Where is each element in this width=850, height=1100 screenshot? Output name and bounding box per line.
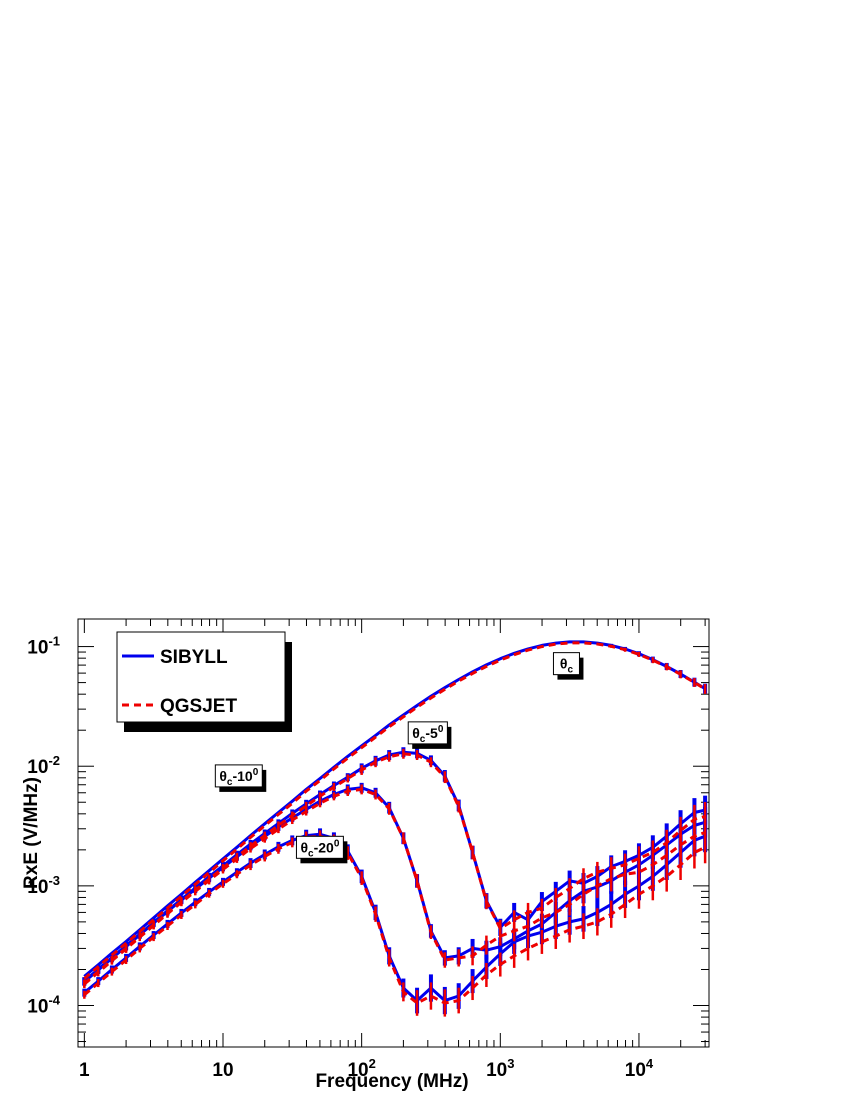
curve-label: θc [552,652,584,680]
y-tick-label: 10-1 [27,634,60,659]
series-layer [82,640,708,1017]
curve-label-box [295,835,344,859]
y-tick-label: 10-2 [27,753,60,778]
legend: SIBYLL QGSJET [116,631,292,732]
curve-label-text: θc-200 [300,838,339,859]
series-line [83,641,706,980]
plot-frame [77,618,710,1048]
legend-label-qgsjet: QGSJET [160,696,237,717]
series-line [83,834,706,1005]
curve-label-box [552,652,580,676]
series-qgsjet [83,830,707,1017]
curve-label-box [407,721,448,745]
curve-label: θc-200 [295,835,348,864]
y-tick-label: 10-4 [27,993,60,1018]
x-axis-title: Frequency (MHz) [315,1071,468,1092]
curve-label-box [214,764,263,788]
series-qgsjet [83,641,707,980]
curve-label-text: θc-50 [412,724,444,745]
series-qgsjet [83,784,707,989]
curve-label-text: θc [560,656,574,676]
series-line [83,787,706,986]
x-tick-label: 1 [79,1060,90,1081]
x-tick-label: 10 [212,1060,233,1081]
annotation-layer: θc θc-50 θc-100 θc-200 [214,652,584,864]
y-axis-title: RxE (V/MHz) [21,777,42,889]
curve-label-text: θc-100 [219,767,258,788]
curve-label: θc-50 [407,721,452,749]
x-tick-label: 103 [486,1056,514,1081]
curve-label: θc-100 [214,764,267,792]
legend-label-sibyll: SIBYLL [160,647,228,668]
x-tick-label: 104 [625,1056,654,1081]
y-axis-ticks: 10-410-310-210-1 [27,634,709,1043]
legend-box [116,631,286,723]
